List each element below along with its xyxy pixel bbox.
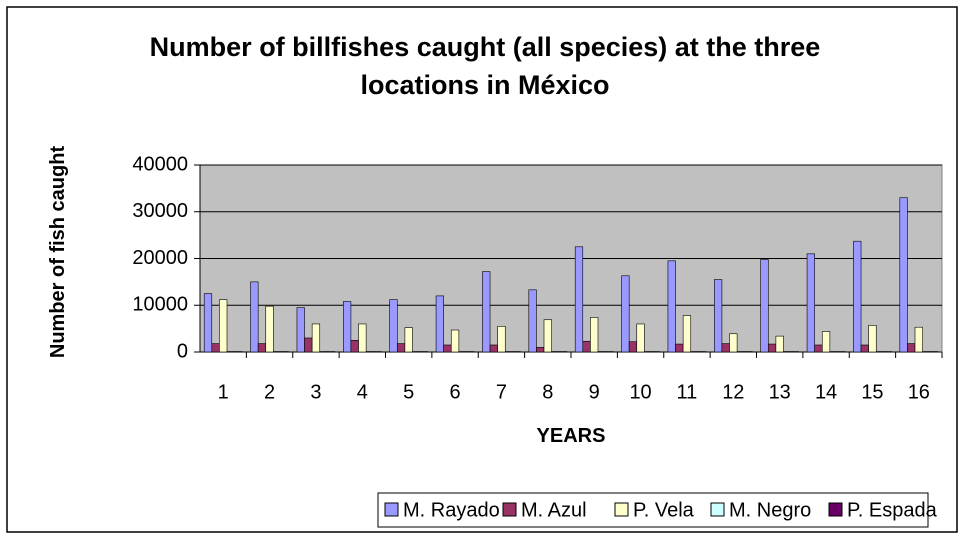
bar: [219, 299, 228, 353]
y-tick-label: 10000: [132, 294, 188, 316]
x-tick-label: 10: [629, 381, 651, 403]
legend-swatch: [710, 502, 725, 517]
bar: [265, 305, 274, 353]
legend-swatch: [614, 502, 629, 517]
bar: [450, 329, 460, 353]
bar: [543, 319, 552, 353]
x-tick-label: 16: [908, 381, 930, 403]
x-tick-label: 6: [450, 381, 461, 403]
x-tick-label: 13: [769, 381, 791, 403]
bar: [257, 343, 267, 353]
bar: [296, 307, 305, 353]
bar: [311, 323, 321, 353]
bar: [489, 344, 498, 353]
x-tick-label: 9: [589, 381, 600, 403]
bar: [729, 333, 738, 353]
y-tick-label: 20000: [132, 247, 188, 269]
bar: [675, 343, 684, 353]
bar: [628, 341, 638, 353]
bar: [714, 279, 723, 353]
legend-swatch: [502, 502, 517, 517]
bar: [582, 340, 591, 353]
y-tick-label: 30000: [132, 200, 188, 222]
bar: [435, 295, 444, 353]
y-tick-label: 0: [177, 340, 188, 362]
bar: [860, 344, 869, 353]
x-tick-label: 3: [310, 381, 321, 403]
legend-label: P. Vela: [633, 499, 695, 521]
bar: [404, 327, 413, 353]
y-axis-title: Number of fish caught: [47, 145, 69, 359]
x-tick-label: 14: [815, 381, 837, 403]
bar: [389, 299, 398, 353]
bar: [358, 323, 367, 353]
x-tick-label: 5: [403, 381, 414, 403]
legend-label: M. Rayado: [403, 499, 500, 521]
bar: [443, 344, 452, 353]
bar: [350, 340, 359, 353]
bar: [914, 326, 923, 353]
bar: [667, 260, 676, 353]
bar: [304, 337, 313, 353]
x-tick-label: 2: [264, 381, 275, 403]
bar: [528, 289, 537, 353]
bar: [899, 197, 908, 353]
chart-title: Number of billfishes caught (all species…: [149, 32, 821, 100]
bar: [621, 275, 630, 353]
bar: [821, 331, 831, 353]
bar: [775, 335, 784, 353]
bar: [907, 343, 916, 353]
bar: [636, 323, 645, 353]
bar: [574, 246, 584, 353]
bar: [590, 317, 599, 353]
x-tick-label: 15: [861, 381, 883, 403]
legend-label: M. Azul: [521, 499, 587, 521]
legend-swatch: [828, 502, 843, 517]
x-tick-label: 8: [542, 381, 553, 403]
bar: [482, 271, 491, 353]
bar: [767, 343, 777, 353]
legend-swatch: [384, 502, 399, 517]
legend-label: M. Negro: [729, 499, 811, 521]
bar: [497, 325, 506, 353]
x-tick-label: 11: [677, 381, 698, 403]
x-tick-label: 1: [218, 381, 229, 403]
bar: [721, 343, 730, 353]
y-tick-label: 40000: [132, 153, 188, 175]
bar: [396, 343, 406, 353]
bar: [536, 347, 545, 353]
bar: [853, 240, 862, 353]
bar: [806, 253, 815, 353]
bar: [760, 259, 769, 353]
legend-label: P. Espada: [847, 499, 938, 521]
bar: [203, 293, 213, 353]
x-tick-label: 4: [357, 381, 368, 403]
bar: [814, 344, 823, 353]
bar: [868, 325, 877, 353]
x-tick-label: 12: [722, 381, 744, 403]
bar: [682, 315, 692, 353]
x-axis-title: YEARS: [536, 425, 606, 447]
x-tick-label: 7: [496, 381, 507, 403]
bar: [343, 301, 352, 353]
bar: [250, 281, 259, 353]
bar: [211, 343, 220, 353]
